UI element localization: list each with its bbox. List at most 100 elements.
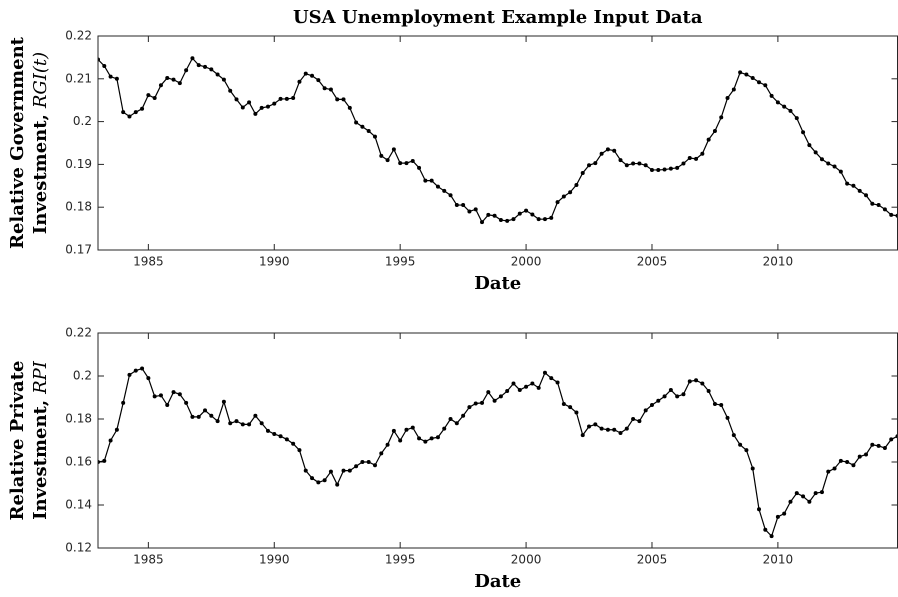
data-point [851, 183, 856, 188]
data-point [372, 134, 377, 139]
data-point [694, 156, 699, 161]
data-point [731, 433, 736, 438]
data-point [158, 393, 163, 398]
data-point [473, 207, 478, 212]
data-point [889, 212, 894, 217]
data-point [788, 108, 793, 113]
data-point [807, 499, 812, 504]
data-point [864, 193, 869, 198]
data-point [228, 421, 233, 426]
data-point [360, 124, 365, 129]
data-point [832, 164, 837, 169]
data-point [593, 161, 598, 166]
data-point [190, 414, 195, 419]
data-point [794, 491, 799, 496]
data-point [454, 421, 459, 426]
data-point [366, 129, 371, 134]
data-point [190, 56, 195, 61]
data-point [385, 442, 390, 447]
data-point [750, 75, 755, 80]
data-point [832, 466, 837, 471]
x-tick-label: 1985 [133, 553, 164, 567]
y-tick-label: 0.14 [65, 498, 92, 512]
y-tick-label: 0.17 [65, 243, 92, 257]
data-point [171, 390, 176, 395]
data-point [876, 203, 881, 208]
x-tick-label: 2000 [511, 553, 542, 567]
data-point [165, 403, 170, 408]
data-point [618, 158, 623, 163]
data-point [259, 105, 264, 110]
data-point [643, 163, 648, 168]
data-point [196, 63, 201, 68]
data-point [492, 398, 497, 403]
data-point [480, 220, 485, 225]
data-point [649, 167, 654, 172]
plot-area [98, 56, 898, 225]
data-point [517, 387, 522, 392]
data-point [687, 155, 692, 160]
data-point [889, 437, 894, 442]
data-point [404, 161, 409, 166]
data-point [649, 403, 654, 408]
data-point [662, 167, 667, 172]
data-point [328, 87, 333, 92]
data-point [410, 158, 415, 163]
data-point [864, 452, 869, 457]
data-point [769, 534, 774, 539]
data-point [511, 217, 516, 222]
data-point [341, 468, 346, 473]
data-point [593, 422, 598, 427]
data-point [819, 157, 824, 162]
data-point [435, 184, 440, 189]
data-point [366, 460, 371, 464]
data-point [108, 438, 113, 443]
data-point [133, 110, 138, 115]
data-point [763, 83, 768, 88]
y-axis-label: Investment, RPI [30, 360, 51, 520]
x-tick-label: 1995 [385, 553, 416, 567]
data-point [417, 436, 422, 441]
data-point [184, 400, 189, 405]
x-tick-label: 2005 [637, 553, 668, 567]
data-point [385, 158, 390, 163]
data-point [102, 458, 107, 463]
x-tick-label: 2000 [511, 255, 542, 269]
data-point [637, 419, 642, 424]
data-point [203, 64, 208, 69]
data-point [612, 427, 617, 432]
data-point [278, 96, 283, 101]
data-point [152, 394, 157, 399]
data-point [152, 96, 157, 101]
data-point [448, 417, 453, 421]
data-point [845, 181, 850, 186]
data-point [429, 178, 434, 183]
data-point [700, 381, 705, 386]
data-point [165, 75, 170, 80]
data-point [637, 161, 642, 166]
y-tick-label: 0.12 [65, 541, 92, 555]
data-point [694, 378, 699, 383]
data-point [467, 405, 472, 410]
data-point [524, 208, 529, 213]
data-point [668, 387, 673, 392]
data-point [882, 446, 887, 451]
data-point [127, 114, 132, 119]
data-point [486, 390, 491, 395]
data-point [391, 147, 396, 152]
data-point [568, 190, 573, 195]
data-point [215, 72, 220, 77]
data-point [291, 96, 296, 101]
data-point [467, 209, 472, 214]
data-point [574, 182, 579, 187]
data-point [259, 421, 264, 426]
data-point [423, 178, 428, 183]
data-point [184, 68, 189, 73]
data-point [656, 167, 661, 172]
data-point [372, 463, 377, 468]
data-point [731, 87, 736, 92]
data-point [555, 380, 560, 385]
x-tick-label: 2010 [763, 553, 794, 567]
data-point [750, 466, 755, 471]
data-point [442, 188, 447, 193]
